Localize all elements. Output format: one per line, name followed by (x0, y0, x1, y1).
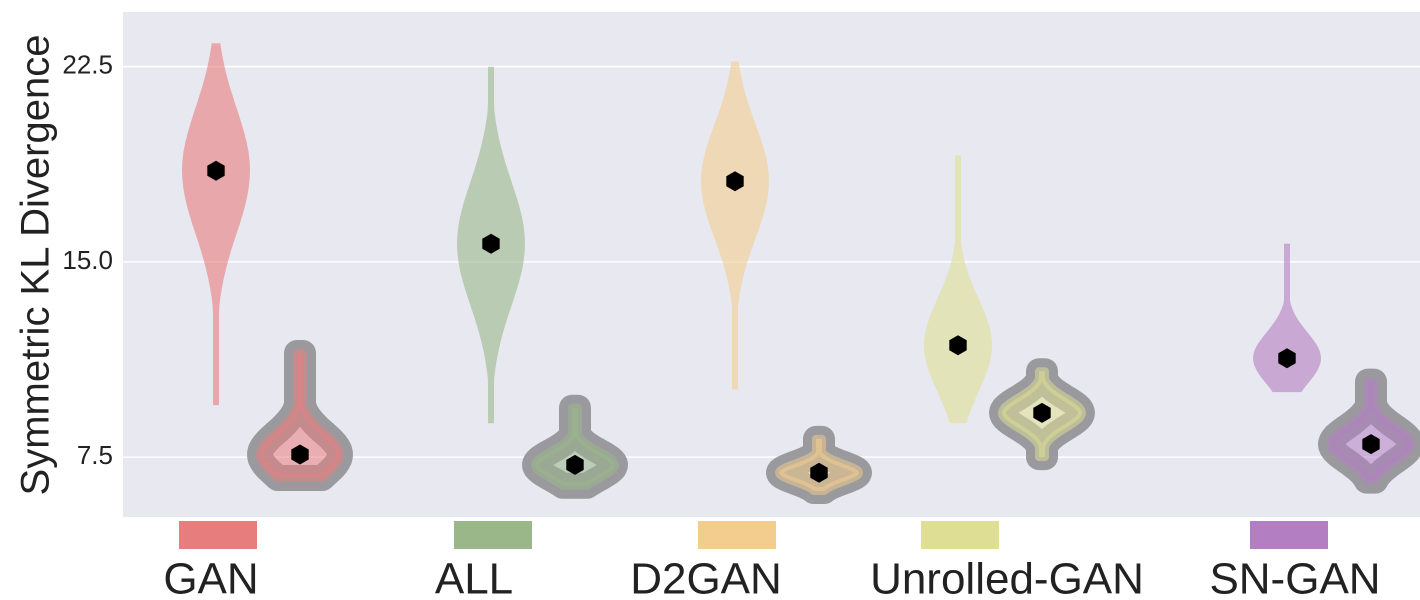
category-label: SN-GAN (1209, 555, 1380, 600)
category-label: Unrolled-GAN (870, 555, 1144, 600)
y-tick-label: 15.0 (62, 245, 113, 275)
y-axis-ticks: 7.5 15.0 22.5 (62, 50, 113, 470)
violin-body (924, 155, 992, 424)
violin-body (1253, 243, 1321, 393)
category-label: ALL (435, 555, 513, 600)
violins (182, 43, 1420, 504)
violin-body (256, 349, 344, 482)
mean-marker (1033, 402, 1051, 423)
mean-marker (207, 160, 225, 181)
y-tick-label: 7.5 (77, 440, 113, 470)
violin-body (182, 43, 250, 406)
mean-marker (1278, 348, 1296, 369)
mean-marker (949, 335, 967, 356)
violin-body (531, 403, 619, 490)
mean-marker (726, 171, 744, 192)
violin-body (1327, 377, 1415, 485)
y-axis-label: Symmetric KL Divergence (14, 35, 58, 496)
category-labels: GAN ALL D2GAN Unrolled-GAN SN-GAN (163, 555, 1380, 600)
category-swatches (179, 521, 1328, 549)
category-label: D2GAN (630, 555, 782, 600)
mean-marker (566, 454, 584, 475)
category-swatch (454, 521, 532, 549)
mean-marker (291, 444, 309, 465)
mean-marker (810, 462, 828, 483)
category-swatch (921, 521, 999, 549)
category-label: GAN (163, 555, 258, 600)
mean-marker (482, 233, 500, 254)
category-swatch (179, 521, 257, 549)
mean-marker (1362, 434, 1380, 455)
violin-body (701, 61, 769, 390)
category-swatch (1250, 521, 1328, 549)
y-tick-label: 22.5 (62, 50, 113, 80)
category-swatch (698, 521, 776, 549)
